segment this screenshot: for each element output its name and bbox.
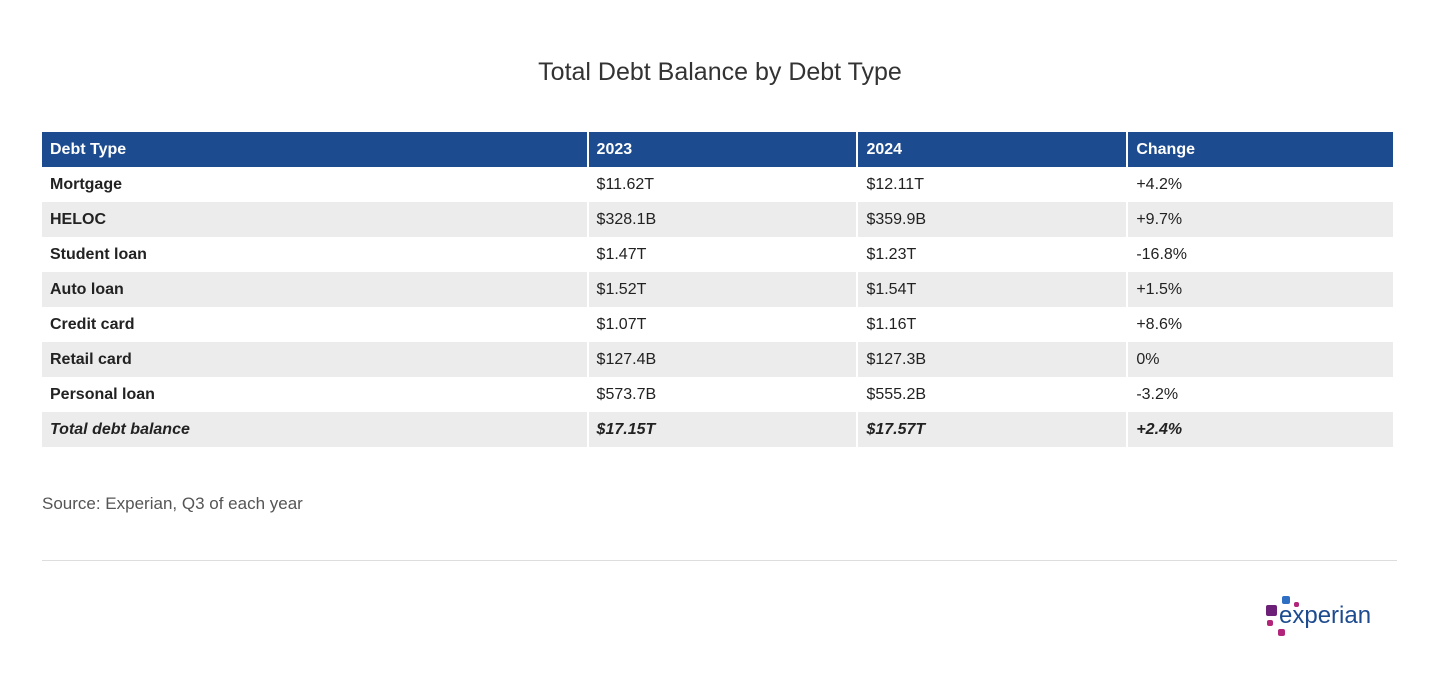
cell-value-2024: $359.9B <box>857 202 1129 237</box>
cell-value-2023: $1.47T <box>587 237 859 272</box>
cell-value-2024: $1.54T <box>857 272 1129 307</box>
table-row: Personal loan $573.7B $555.2B -3.2% <box>42 377 1395 412</box>
cell-value-2024: $1.16T <box>857 307 1129 342</box>
cell-change: -16.8% <box>1127 237 1395 272</box>
cell-debt-type: Student loan <box>42 237 589 272</box>
cell-debt-type: Mortgage <box>42 167 589 202</box>
table-header: Debt Type 2023 2024 Change <box>42 132 1395 167</box>
cell-change: +9.7% <box>1127 202 1395 237</box>
table-row: Auto loan $1.52T $1.54T +1.5% <box>42 272 1395 307</box>
debt-table: Debt Type 2023 2024 Change Mortgage $11.6… <box>42 132 1395 447</box>
cell-value-2023: $1.07T <box>587 307 859 342</box>
cell-debt-type: Personal loan <box>42 377 589 412</box>
cell-debt-type: Retail card <box>42 342 589 377</box>
table-row: Retail card $127.4B $127.3B 0% <box>42 342 1395 377</box>
cell-change: +8.6% <box>1127 307 1395 342</box>
cell-change: +1.5% <box>1127 272 1395 307</box>
cell-value-2023: $11.62T <box>587 167 859 202</box>
table-row: Credit card $1.07T $1.16T +8.6% <box>42 307 1395 342</box>
cell-value-2024: $1.23T <box>857 237 1129 272</box>
cell-debt-type: Auto loan <box>42 272 589 307</box>
page-title: Total Debt Balance by Debt Type <box>538 58 902 86</box>
divider <box>42 560 1397 561</box>
cell-change: -3.2% <box>1127 377 1395 412</box>
total-value-2024: $17.57T <box>857 412 1129 447</box>
cell-value-2023: $1.52T <box>587 272 859 307</box>
header-2024: 2024 <box>857 132 1129 167</box>
source-note: Source: Experian, Q3 of each year <box>42 494 303 513</box>
header-debt-type: Debt Type <box>42 132 589 167</box>
table-row: Mortgage $11.62T $12.11T +4.2% <box>42 167 1395 202</box>
experian-logo: experian <box>1264 596 1394 640</box>
logo-text: experian <box>1279 602 1372 629</box>
cell-change: 0% <box>1127 342 1395 377</box>
cell-value-2024: $12.11T <box>857 167 1129 202</box>
table-row: Student loan $1.47T $1.23T -16.8% <box>42 237 1395 272</box>
cell-change: +4.2% <box>1127 167 1395 202</box>
total-row: Total debt balance $17.15T $17.57T +2.4% <box>42 412 1395 447</box>
cell-debt-type: Credit card <box>42 307 589 342</box>
header-change: Change <box>1127 132 1395 167</box>
cell-value-2024: $127.3B <box>857 342 1129 377</box>
total-debt-type: Total debt balance <box>42 412 589 447</box>
cell-value-2023: $328.1B <box>587 202 859 237</box>
total-value-2023: $17.15T <box>587 412 859 447</box>
cell-value-2023: $573.7B <box>587 377 859 412</box>
cell-value-2023: $127.4B <box>587 342 859 377</box>
cell-debt-type: HELOC <box>42 202 589 237</box>
total-change: +2.4% <box>1127 412 1395 447</box>
cell-value-2024: $555.2B <box>857 377 1129 412</box>
table-row: HELOC $328.1B $359.9B +9.7% <box>42 202 1395 237</box>
header-2023: 2023 <box>587 132 859 167</box>
